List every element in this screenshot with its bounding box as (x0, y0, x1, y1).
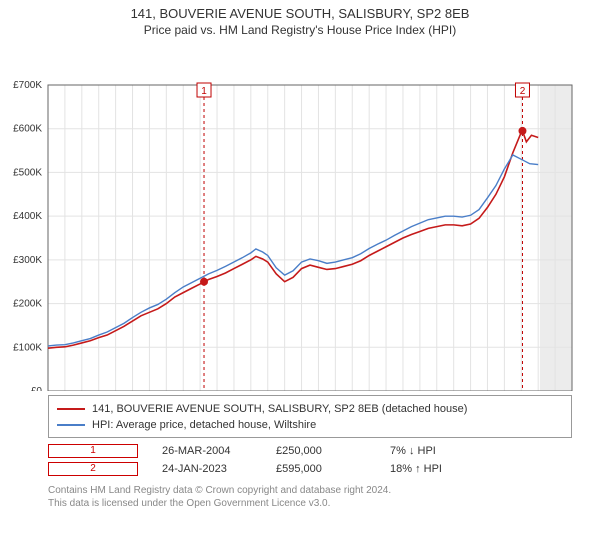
title-address: 141, BOUVERIE AVENUE SOUTH, SALISBURY, S… (0, 6, 600, 21)
sales-list: 1 26-MAR-2004 £250,000 7% ↓ HPI 2 24-JAN… (48, 444, 572, 476)
svg-text:£500K: £500K (13, 167, 42, 178)
chart-titles: 141, BOUVERIE AVENUE SOUTH, SALISBURY, S… (0, 0, 600, 37)
legend-item: HPI: Average price, detached house, Wilt… (57, 417, 563, 433)
svg-text:1: 1 (201, 86, 207, 97)
svg-text:£600K: £600K (13, 124, 42, 135)
sale-row: 2 24-JAN-2023 £595,000 18% ↑ HPI (48, 462, 572, 476)
sale-date: 24-JAN-2023 (162, 463, 252, 475)
copyright-line: Contains HM Land Registry data © Crown c… (48, 484, 572, 497)
legend-item: 141, BOUVERIE AVENUE SOUTH, SALISBURY, S… (57, 401, 563, 417)
sale-price: £595,000 (276, 463, 366, 475)
sale-delta: 18% ↑ HPI (390, 463, 480, 475)
svg-text:£700K: £700K (13, 80, 42, 91)
copyright-line: This data is licensed under the Open Gov… (48, 497, 572, 510)
svg-text:£400K: £400K (13, 211, 42, 222)
legend: 141, BOUVERIE AVENUE SOUTH, SALISBURY, S… (48, 395, 572, 438)
sale-date: 26-MAR-2004 (162, 445, 252, 457)
sale-row: 1 26-MAR-2004 £250,000 7% ↓ HPI (48, 444, 572, 458)
price-chart: £0£100K£200K£300K£400K£500K£600K£700K121… (0, 37, 600, 391)
sale-price: £250,000 (276, 445, 366, 457)
svg-text:£200K: £200K (13, 299, 42, 310)
svg-text:£100K: £100K (13, 342, 42, 353)
svg-text:2: 2 (520, 86, 526, 97)
title-sub: Price paid vs. HM Land Registry's House … (0, 23, 600, 37)
legend-swatch (57, 424, 85, 426)
svg-text:£0: £0 (31, 386, 43, 391)
sale-delta: 7% ↓ HPI (390, 445, 480, 457)
sale-marker-icon: 2 (48, 462, 138, 476)
svg-text:£300K: £300K (13, 255, 42, 266)
legend-swatch (57, 408, 85, 410)
sale-marker-icon: 1 (48, 444, 138, 458)
legend-label: HPI: Average price, detached house, Wilt… (92, 417, 316, 433)
copyright: Contains HM Land Registry data © Crown c… (48, 484, 572, 510)
legend-label: 141, BOUVERIE AVENUE SOUTH, SALISBURY, S… (92, 401, 467, 417)
